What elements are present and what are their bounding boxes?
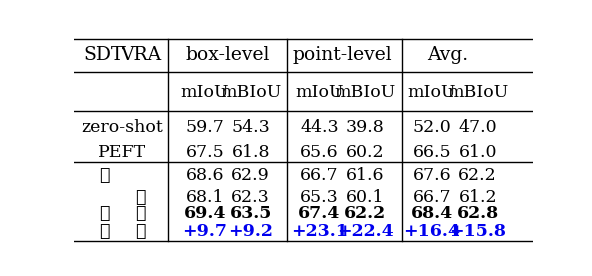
Text: mBIoU: mBIoU — [334, 84, 396, 101]
Text: 62.2: 62.2 — [345, 205, 387, 222]
Text: mIoU: mIoU — [181, 84, 229, 101]
Text: zero-shot: zero-shot — [81, 119, 163, 136]
Text: point-level: point-level — [292, 46, 392, 64]
Text: +9.7: +9.7 — [182, 223, 227, 240]
Text: mBIoU: mBIoU — [220, 84, 281, 101]
Text: +15.8: +15.8 — [449, 223, 506, 240]
Text: box-level: box-level — [185, 46, 270, 64]
Text: +16.4: +16.4 — [403, 223, 461, 240]
Text: 62.9: 62.9 — [231, 167, 270, 184]
Text: 62.2: 62.2 — [458, 167, 497, 184]
Text: 39.8: 39.8 — [346, 119, 385, 136]
Text: 62.8: 62.8 — [456, 205, 499, 222]
Text: 60.1: 60.1 — [346, 189, 385, 206]
Text: mIoU: mIoU — [408, 84, 456, 101]
Text: 52.0: 52.0 — [413, 119, 451, 136]
Text: 63.5: 63.5 — [230, 205, 272, 222]
Text: +9.2: +9.2 — [228, 223, 273, 240]
Text: VRA: VRA — [120, 46, 161, 64]
Text: 68.4: 68.4 — [411, 205, 453, 222]
Text: 65.6: 65.6 — [300, 144, 339, 161]
Text: ✓: ✓ — [136, 189, 146, 206]
Text: 44.3: 44.3 — [300, 119, 339, 136]
Text: 54.3: 54.3 — [231, 119, 270, 136]
Text: +22.4: +22.4 — [337, 223, 394, 240]
Text: Avg.: Avg. — [427, 46, 468, 64]
Text: 47.0: 47.0 — [458, 119, 497, 136]
Text: +23.1: +23.1 — [291, 223, 348, 240]
Text: ✓: ✓ — [136, 223, 146, 240]
Text: 67.6: 67.6 — [413, 167, 451, 184]
Text: 65.3: 65.3 — [300, 189, 339, 206]
Text: 60.2: 60.2 — [346, 144, 385, 161]
Text: 67.4: 67.4 — [298, 205, 340, 222]
Text: 68.1: 68.1 — [185, 189, 224, 206]
Text: 61.8: 61.8 — [231, 144, 270, 161]
Text: ✓: ✓ — [99, 223, 109, 240]
Text: 66.7: 66.7 — [413, 189, 451, 206]
Text: SDT: SDT — [83, 46, 124, 64]
Text: 59.7: 59.7 — [185, 119, 224, 136]
Text: ✓: ✓ — [136, 205, 146, 222]
Text: 61.6: 61.6 — [346, 167, 385, 184]
Text: mBIoU: mBIoU — [447, 84, 509, 101]
Text: 61.2: 61.2 — [458, 189, 497, 206]
Text: mIoU: mIoU — [295, 84, 344, 101]
Text: 66.7: 66.7 — [300, 167, 339, 184]
Text: ✓: ✓ — [99, 205, 109, 222]
Text: 66.5: 66.5 — [413, 144, 451, 161]
Text: ✓: ✓ — [99, 167, 109, 184]
Text: 67.5: 67.5 — [185, 144, 224, 161]
Text: 61.0: 61.0 — [458, 144, 497, 161]
Text: 62.3: 62.3 — [231, 189, 270, 206]
Text: PEFT: PEFT — [98, 144, 146, 161]
Text: 69.4: 69.4 — [184, 205, 226, 222]
Text: 68.6: 68.6 — [185, 167, 224, 184]
